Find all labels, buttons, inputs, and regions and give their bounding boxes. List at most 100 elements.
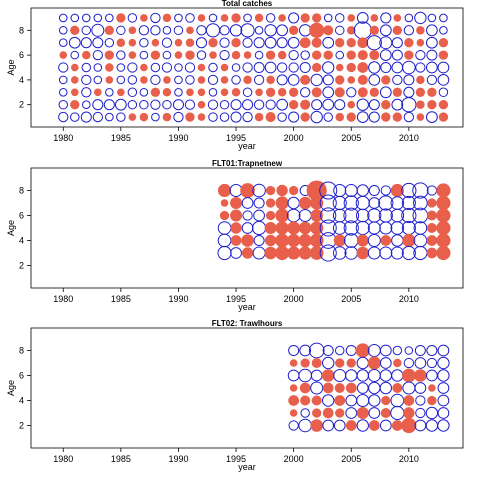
residual-bubble: [426, 36, 438, 49]
residual-bubble: [333, 419, 346, 432]
panel-1-frame: [30, 7, 464, 128]
residual-bubble: [220, 199, 229, 207]
panel-1-x-tick-label: 1985: [111, 133, 131, 143]
residual-bubble: [367, 233, 381, 248]
panel-2-title: FLT01:Trapnetnew: [212, 159, 283, 168]
residual-bubble: [252, 220, 267, 236]
residual-bubble: [140, 14, 148, 22]
residual-bubble: [347, 26, 356, 35]
residual-bubble: [220, 14, 229, 22]
residual-bubble: [265, 99, 276, 110]
residual-bubble: [426, 74, 438, 86]
residual-bubble: [333, 183, 347, 198]
residual-bubble: [323, 112, 333, 122]
residual-bubble: [275, 245, 290, 261]
residual-bubble: [367, 356, 381, 370]
residual-bubble: [334, 13, 345, 23]
residual-bubble: [403, 86, 415, 98]
residual-bubble: [437, 344, 450, 357]
residual-bubble: [105, 63, 114, 72]
residual-bubble: [312, 62, 322, 73]
residual-bubble: [70, 13, 80, 23]
residual-bubble: [368, 111, 380, 123]
residual-bubble: [229, 24, 243, 37]
residual-bubble: [391, 37, 403, 49]
residual-bubble: [344, 246, 359, 260]
residual-bubble: [58, 111, 69, 123]
residual-bubble: [401, 195, 416, 211]
residual-bubble: [345, 420, 357, 431]
residual-bubble: [219, 49, 230, 61]
panel-1-y-tick-label: 4: [19, 75, 24, 85]
residual-bubble: [162, 99, 172, 110]
residual-bubble: [367, 368, 381, 383]
residual-bubble: [276, 24, 289, 37]
panel-3-x-tick-label: 2010: [399, 454, 419, 464]
residual-bubble: [402, 368, 416, 383]
residual-bubble: [197, 76, 206, 84]
residual-bubble: [436, 220, 451, 236]
residual-bubble: [334, 99, 346, 111]
residual-bubble: [299, 37, 311, 49]
residual-bubble: [252, 183, 266, 198]
residual-bubble: [437, 61, 450, 74]
residual-bubble: [322, 344, 334, 357]
residual-bubble: [425, 419, 439, 432]
residual-bubble: [174, 63, 183, 72]
residual-bubble: [205, 23, 221, 38]
residual-bubble: [288, 395, 300, 406]
residual-bubble: [219, 25, 230, 36]
residual-bubble: [311, 37, 322, 48]
residual-bubble: [357, 87, 368, 98]
residual-bubble: [381, 75, 391, 85]
residual-bubble: [368, 394, 381, 407]
residual-bubble: [414, 369, 427, 382]
residual-bubble: [401, 97, 417, 113]
residual-bubble: [378, 195, 394, 211]
residual-bubble: [353, 21, 372, 40]
panel-3-x-tick-label: 2000: [284, 454, 304, 464]
residual-bubble: [403, 74, 415, 86]
residual-bubble: [356, 369, 369, 382]
residual-bubble: [219, 99, 230, 110]
residual-bubble: [288, 100, 299, 110]
residual-bubble: [105, 87, 114, 97]
residual-bubble: [219, 37, 230, 48]
residual-bubble: [347, 76, 356, 84]
residual-bubble: [390, 183, 404, 198]
residual-bubble: [150, 12, 161, 24]
residual-bubble: [355, 343, 370, 358]
residual-bubble: [344, 183, 358, 198]
panel-2-x-tick-label: 2000: [284, 294, 304, 304]
residual-bubble: [320, 207, 337, 224]
residual-bubble: [322, 86, 335, 99]
residual-bubble: [70, 88, 79, 97]
residual-bubble: [150, 25, 161, 36]
residual-bubble: [393, 358, 402, 368]
residual-bubble: [347, 100, 356, 109]
residual-bubble: [404, 38, 414, 48]
residual-bubble: [116, 112, 126, 122]
residual-bubble: [426, 210, 437, 221]
residual-bubble: [82, 50, 91, 60]
residual-bubble: [276, 74, 288, 86]
residual-bubble: [70, 63, 79, 72]
residual-bubble: [264, 61, 277, 74]
residual-bubble: [173, 111, 184, 123]
residual-bubble: [379, 24, 392, 37]
residual-bubble: [140, 63, 148, 72]
residual-bubble: [300, 13, 310, 23]
residual-bubble: [277, 88, 287, 97]
residual-bubble: [367, 246, 381, 260]
residual-bubble: [298, 246, 312, 260]
residual-bubble: [92, 99, 104, 111]
panel-2-y-tick-label: 4: [19, 236, 24, 246]
residual-bubble: [333, 234, 346, 247]
residual-bubble: [319, 194, 337, 212]
residual-bubble: [287, 246, 301, 260]
residual-bubble: [127, 75, 138, 85]
panel-2-y-tick-label: 8: [19, 186, 24, 196]
residual-bubble: [277, 50, 287, 60]
residual-bubble: [368, 99, 380, 111]
residual-bubble: [253, 234, 265, 247]
